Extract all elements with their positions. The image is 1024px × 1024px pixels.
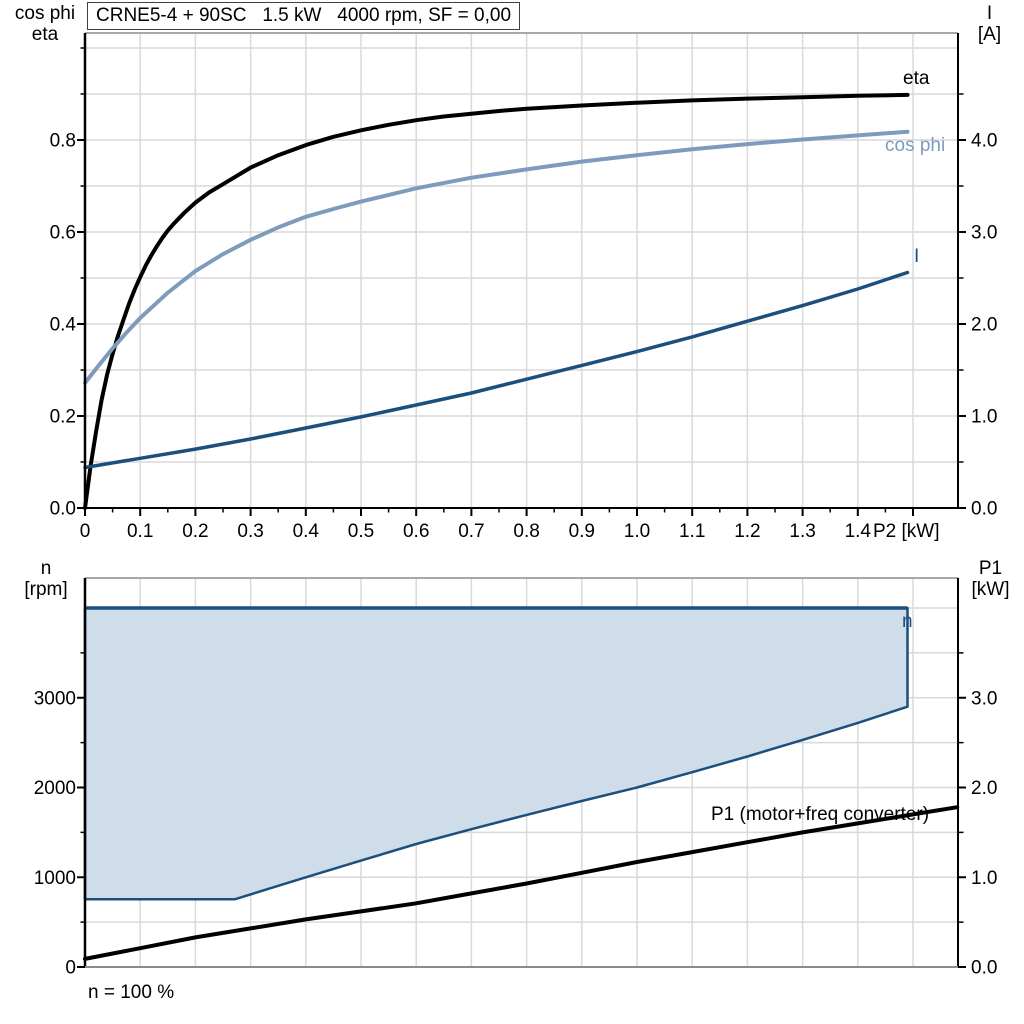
top-left-tick-label: 0.8	[50, 131, 76, 152]
bottom-left-tick-label: 0	[65, 958, 76, 979]
top-right-axis-label: I [A]	[962, 3, 1017, 45]
top-right-tick-label: 2.0	[971, 315, 997, 336]
axis-label-eta: eta	[31, 24, 59, 45]
bottom-right-tick-label: 3.0	[971, 688, 997, 709]
p1-curve	[83, 805, 960, 961]
current-curve-label: I	[914, 246, 920, 267]
x-axis-label: P2 [kW]	[873, 521, 940, 542]
top-x-tick-label: 1.1	[679, 521, 705, 542]
top-x-tick-label: 0.6	[403, 521, 429, 542]
top-x-tick-label: 0.7	[458, 521, 484, 542]
top-x-tick-label: 0	[80, 521, 91, 542]
axis-label-I-unit: [A]	[977, 24, 1002, 45]
top-right-tick-label: 1.0	[971, 407, 997, 428]
top-x-tick-label: 0.1	[127, 521, 153, 542]
speed-curve-label: n	[902, 611, 913, 632]
bottom-left-axis-label: n [rpm]	[6, 558, 86, 600]
top-x-tick-label: 1.3	[789, 521, 815, 542]
top-left-tick-label: 0.2	[50, 407, 76, 428]
top-left-tick-label: 0.6	[50, 223, 76, 244]
speed-envelope-region	[83, 606, 909, 901]
top-x-tick-label: 0.9	[569, 521, 595, 542]
speed-percent-note: n = 100 %	[88, 982, 175, 1003]
top-left-tick-label: 0.4	[50, 315, 77, 336]
cosphi-curve	[83, 129, 910, 385]
axis-label-cosphi: cos phi	[14, 3, 76, 24]
top-right-tick-label: 3.0	[971, 223, 997, 244]
top-x-tick-label: 0.5	[348, 521, 374, 542]
top-x-tick-label: 0.4	[293, 521, 320, 542]
bottom-left-tick-label: 1000	[34, 868, 76, 889]
top-x-tick-label: 0.8	[513, 521, 539, 542]
cosphi-curve-label: cos phi	[885, 135, 946, 156]
axis-label-p1: P1	[978, 558, 1003, 579]
top-right-tick-label: 0.0	[971, 499, 997, 520]
top-x-tick-label: 1.0	[624, 521, 650, 542]
bottom-right-tick-label: 2.0	[971, 778, 997, 799]
axis-label-n: n	[40, 558, 52, 579]
top-x-tick-label: 1.2	[734, 521, 760, 542]
bottom-right-tick-label: 0.0	[971, 958, 997, 979]
p1-curve-label: P1 (motor+freq converter)	[711, 804, 930, 825]
bottom-right-axis-label: P1 [kW]	[963, 558, 1018, 600]
axis-label-n-unit: [rpm]	[24, 579, 68, 600]
bottom-left-tick-label: 3000	[34, 688, 76, 709]
axis-label-I: I	[986, 3, 993, 24]
bottom-left-tick-label: 2000	[34, 778, 76, 799]
top-x-tick-label: 0.2	[182, 521, 208, 542]
eta-curve-label: eta	[903, 68, 930, 89]
top-x-tick-label: 0.3	[237, 521, 263, 542]
top-left-tick-label: 0.0	[50, 499, 76, 520]
eta-curve	[83, 92, 910, 510]
axis-label-p1-unit: [kW]	[971, 579, 1010, 600]
top-left-axis-label: cos phi eta	[5, 3, 85, 45]
top-x-tick-label: 1.4	[845, 521, 872, 542]
current-curve	[83, 270, 910, 470]
bottom-right-tick-label: 1.0	[971, 868, 997, 889]
chart-title-box: CRNE5-4 + 90SC 1.5 kW 4000 rpm, SF = 0,0…	[87, 2, 521, 30]
top-right-tick-label: 4.0	[971, 131, 997, 152]
